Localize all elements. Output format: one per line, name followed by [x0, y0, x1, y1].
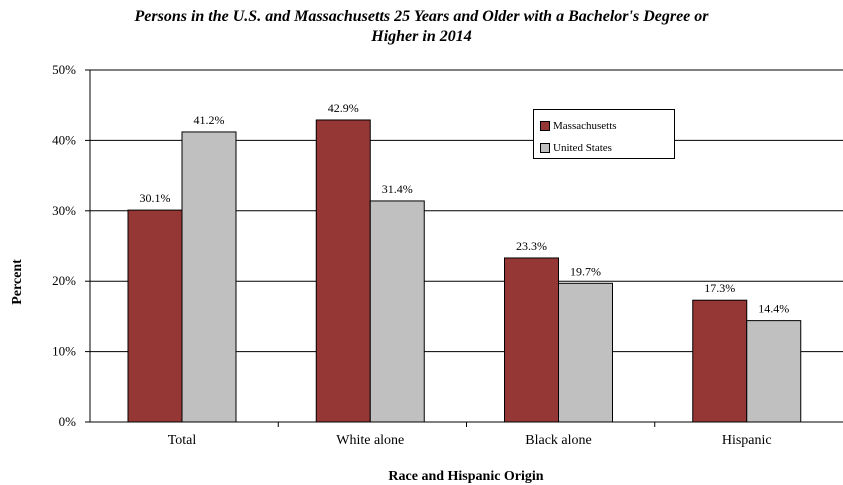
- legend-item-united-states: United States: [540, 141, 612, 155]
- data-label: 30.1%: [140, 191, 171, 205]
- data-label: 23.3%: [516, 239, 547, 253]
- legend-swatch-massachusetts: [540, 121, 550, 131]
- data-label: 31.4%: [382, 182, 413, 196]
- bar: [692, 299, 748, 423]
- x-tick-label: Black alone: [525, 433, 591, 448]
- bar: [181, 131, 237, 423]
- x-tick-label: Total: [168, 433, 197, 448]
- x-tick-label: White alone: [336, 433, 404, 448]
- bar: [127, 209, 183, 423]
- legend-label-massachusetts: Massachusetts: [553, 120, 617, 132]
- data-label: 19.7%: [570, 264, 601, 278]
- x-tick-label: Hispanic: [722, 433, 772, 448]
- data-label: 17.3%: [704, 281, 735, 295]
- y-tick-label: 0%: [59, 414, 77, 429]
- axes: 0% 10% 20% 30% 40% 50%: [52, 62, 843, 429]
- y-tick-label: 40%: [52, 132, 76, 147]
- legend: Massachusetts United States: [533, 109, 675, 159]
- data-label: 41.2%: [194, 113, 225, 127]
- bar: [315, 119, 371, 423]
- chart-title-line-1: Persons in the U.S. and Massachusetts 25…: [134, 8, 709, 25]
- bars: [127, 119, 802, 423]
- legend-label-united-states: United States: [553, 142, 612, 154]
- legend-swatch-united-states: [540, 143, 550, 153]
- y-axis-label: Percent: [10, 259, 25, 305]
- labels: 30.1% 41.2% Total 42.9% 31.4% White alone 23.3…: [140, 101, 790, 448]
- data-label: 14.4%: [758, 302, 789, 316]
- y-tick-label: 20%: [52, 273, 76, 288]
- y-tick-label: 30%: [52, 203, 76, 218]
- chart-title: Persons in the U.S. and Massachusetts 25…: [0, 7, 843, 47]
- legend-item-massachusetts: Massachusetts: [540, 119, 617, 133]
- x-axis-label: Race and Hispanic Origin: [388, 469, 543, 484]
- chart-title-line-2: Higher in 2014: [371, 28, 472, 45]
- bar: [369, 200, 425, 423]
- data-label: 42.9%: [328, 101, 359, 115]
- bar: [746, 320, 802, 423]
- bar: [504, 257, 559, 423]
- bar: [558, 282, 613, 423]
- y-tick-label: 50%: [52, 62, 76, 77]
- y-tick-label: 10%: [52, 344, 76, 359]
